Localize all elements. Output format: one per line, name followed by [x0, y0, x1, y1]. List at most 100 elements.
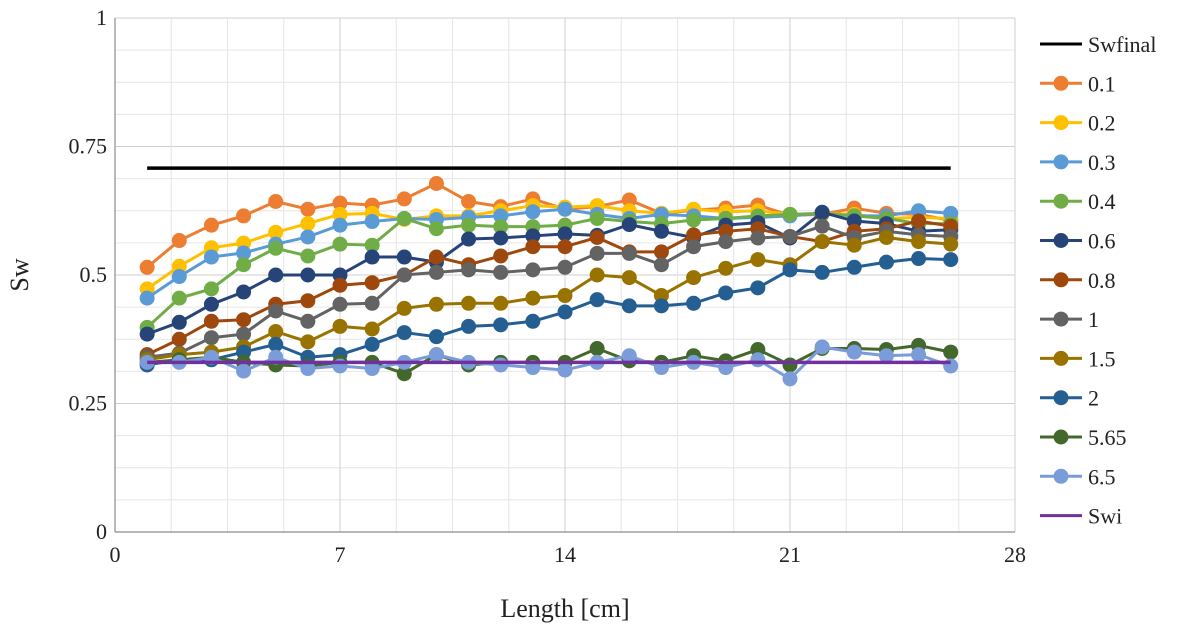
- data-point: [750, 230, 766, 246]
- data-point: [428, 249, 444, 265]
- data-point: [396, 267, 412, 283]
- legend-label: 0.8: [1088, 268, 1116, 293]
- data-point: [236, 257, 252, 273]
- data-point: [428, 221, 444, 237]
- data-point: [171, 269, 187, 285]
- data-point: [911, 213, 927, 229]
- data-point: [653, 288, 669, 304]
- data-point: [653, 244, 669, 260]
- data-point: [332, 267, 348, 283]
- y-tick-label: 0.25: [69, 391, 108, 416]
- data-point: [236, 363, 252, 379]
- data-point: [557, 259, 573, 275]
- data-point: [300, 216, 316, 232]
- data-point: [686, 212, 702, 228]
- data-point: [589, 267, 605, 283]
- legend-label: 0.2: [1088, 111, 1116, 136]
- data-point: [493, 317, 509, 333]
- data-point: [203, 281, 219, 297]
- data-point: [718, 234, 734, 250]
- data-point: [300, 229, 316, 245]
- data-point: [139, 326, 155, 342]
- data-point: [461, 262, 477, 278]
- data-point: [268, 336, 284, 352]
- data-point: [396, 300, 412, 316]
- series-1: [139, 218, 959, 365]
- data-point: [943, 218, 959, 234]
- data-point: [782, 262, 798, 278]
- data-point: [589, 292, 605, 308]
- data-point: [236, 208, 252, 224]
- legend-item: 6.5: [1040, 464, 1116, 489]
- legend-swatch-marker: [1053, 75, 1069, 91]
- series-line: [146, 235, 951, 362]
- data-point: [268, 193, 284, 209]
- data-point: [332, 318, 348, 334]
- data-point: [396, 366, 412, 382]
- data-point: [396, 191, 412, 207]
- data-point: [814, 218, 830, 234]
- data-point: [653, 223, 669, 239]
- legend-item: 1: [1040, 307, 1099, 332]
- data-point: [589, 229, 605, 245]
- data-point: [300, 293, 316, 309]
- data-point: [364, 214, 380, 230]
- data-point: [236, 344, 252, 360]
- data-point: [461, 318, 477, 334]
- data-point: [686, 270, 702, 286]
- data-point: [782, 228, 798, 244]
- data-point: [268, 240, 284, 256]
- data-point: [332, 277, 348, 293]
- legend: Swfinal 0.1 0.2 0.3 0.4 0.6 0.8 1 1.5 2 5.65 6.5 Swi: [1040, 32, 1156, 529]
- data-point: [686, 295, 702, 311]
- x-tick-label: 7: [335, 542, 346, 567]
- data-point: [139, 259, 155, 275]
- data-point: [364, 249, 380, 265]
- data-point: [428, 176, 444, 192]
- data-point: [878, 254, 894, 270]
- data-point: [943, 205, 959, 221]
- legend-item: Swfinal: [1040, 32, 1156, 57]
- data-point: [846, 213, 862, 229]
- data-point: [846, 259, 862, 275]
- data-point: [525, 313, 541, 329]
- data-point: [300, 267, 316, 283]
- data-point: [171, 290, 187, 306]
- data-point: [525, 228, 541, 244]
- data-point: [943, 344, 959, 360]
- x-tick-label: 21: [779, 542, 801, 567]
- legend-swatch-marker: [1053, 154, 1069, 170]
- data-point: [943, 236, 959, 252]
- data-point: [332, 206, 348, 222]
- data-point: [557, 362, 573, 378]
- data-point: [139, 290, 155, 306]
- data-point: [203, 296, 219, 312]
- legend-swatch-marker: [1053, 390, 1069, 406]
- data-point: [557, 304, 573, 320]
- data-point: [203, 330, 219, 346]
- data-point: [171, 331, 187, 347]
- legend-label: 0.4: [1088, 189, 1116, 214]
- legend-label: Swfinal: [1088, 32, 1156, 57]
- data-point: [878, 348, 894, 364]
- legend-label: 6.5: [1088, 464, 1116, 489]
- data-point: [461, 231, 477, 247]
- legend-item: 2: [1040, 386, 1099, 411]
- data-point: [268, 224, 284, 240]
- data-point: [814, 264, 830, 280]
- data-point: [300, 334, 316, 350]
- data-point: [268, 267, 284, 283]
- legend-swatch-marker: [1053, 272, 1069, 288]
- legend-swatch-marker: [1053, 429, 1069, 445]
- axes: 0 0.25 0.5 0.75 1 0 7 14 21 28 Length [cm] Sw: [5, 5, 1026, 623]
- data-point: [589, 210, 605, 226]
- data-point: [428, 347, 444, 363]
- y-axis-title: Sw: [5, 258, 34, 291]
- x-tick-label: 14: [554, 542, 576, 567]
- data-point: [428, 296, 444, 312]
- legend-swatch-marker: [1053, 193, 1069, 209]
- data-point: [332, 296, 348, 312]
- data-point: [750, 280, 766, 296]
- data-point: [878, 229, 894, 245]
